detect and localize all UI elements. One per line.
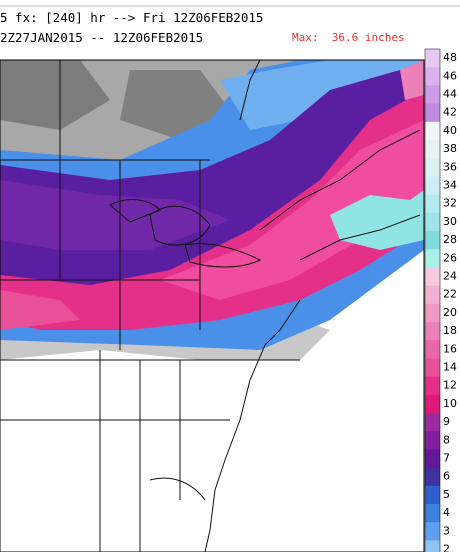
colorbar-label: 44: [443, 88, 457, 101]
colorbar-swatch: [425, 285, 440, 305]
colorbar-swatch: [425, 212, 440, 232]
colorbar-swatch: [425, 176, 440, 196]
colorbar-swatch: [425, 267, 440, 287]
colorbar-swatch: [425, 540, 440, 552]
colorbar-label: 26: [443, 251, 457, 264]
colorbar-label: 14: [443, 361, 457, 374]
map-area: [0, 59, 425, 552]
colorbar-label: 7: [443, 452, 450, 465]
colorbar-swatch: [425, 394, 440, 414]
colorbar-swatch: [425, 103, 440, 123]
colorbar-label: 10: [443, 397, 457, 410]
colorbar-label: 22: [443, 288, 457, 301]
colorbar-label: 30: [443, 215, 457, 228]
colorbar-swatch: [425, 413, 440, 432]
header-line-1: 5 fx: [240] hr --> Fri 12Z06FEB2015: [0, 10, 264, 25]
colorbar-label: 9: [443, 415, 450, 428]
colorbar-label: 38: [443, 142, 457, 155]
colorbar-swatch: [425, 49, 440, 68]
colorbar-swatch: [425, 431, 440, 450]
colorbar-label: 3: [443, 524, 450, 537]
colorbar-label: 48: [443, 51, 457, 64]
colorbar-frame: [424, 48, 441, 552]
colorbar-swatch: [425, 340, 440, 359]
colorbar-label: 20: [443, 306, 457, 319]
colorbar-swatch: [425, 67, 440, 86]
colorbar-swatch: [425, 85, 440, 105]
colorbar-swatch: [425, 522, 440, 541]
colorbar-label: 12: [443, 379, 457, 392]
colorbar-label: 40: [443, 124, 457, 137]
max-label: Max: 36.6 inches: [292, 31, 405, 44]
colorbar: 4846444240383634323028262422201816141210…: [424, 48, 457, 552]
colorbar-swatch: [425, 322, 440, 341]
colorbar-label: 46: [443, 69, 457, 82]
colorbar-swatch: [425, 194, 440, 214]
colorbar-label: 34: [443, 179, 457, 192]
colorbar-label: 4: [443, 506, 450, 519]
colorbar-label: 18: [443, 324, 457, 337]
colorbar-label: 24: [443, 270, 457, 283]
colorbar-label: 5: [443, 488, 450, 501]
colorbar-swatch: [425, 303, 440, 323]
colorbar-swatch: [425, 504, 440, 523]
colorbar-label: 42: [443, 106, 457, 119]
colorbar-swatch: [425, 467, 440, 487]
colorbar-swatch: [425, 449, 440, 469]
colorbar-label: 28: [443, 233, 457, 246]
colorbar-label: 2: [443, 543, 450, 552]
colorbar-label: 6: [443, 470, 450, 483]
colorbar-label: 36: [443, 160, 457, 173]
header-line-2: 2Z27JAN2015 -- 12Z06FEB2015: [0, 30, 204, 45]
colorbar-swatch: [425, 158, 440, 177]
colorbar-swatch: [425, 485, 440, 505]
colorbar-swatch: [425, 249, 440, 268]
colorbar-swatch: [425, 358, 440, 378]
colorbar-label: 8: [443, 433, 450, 446]
colorbar-swatch: [425, 121, 440, 141]
colorbar-label: 16: [443, 342, 457, 355]
colorbar-label: 32: [443, 197, 457, 210]
colorbar-swatch: [425, 376, 440, 396]
colorbar-swatch: [425, 140, 440, 159]
colorbar-swatch: [425, 231, 440, 250]
